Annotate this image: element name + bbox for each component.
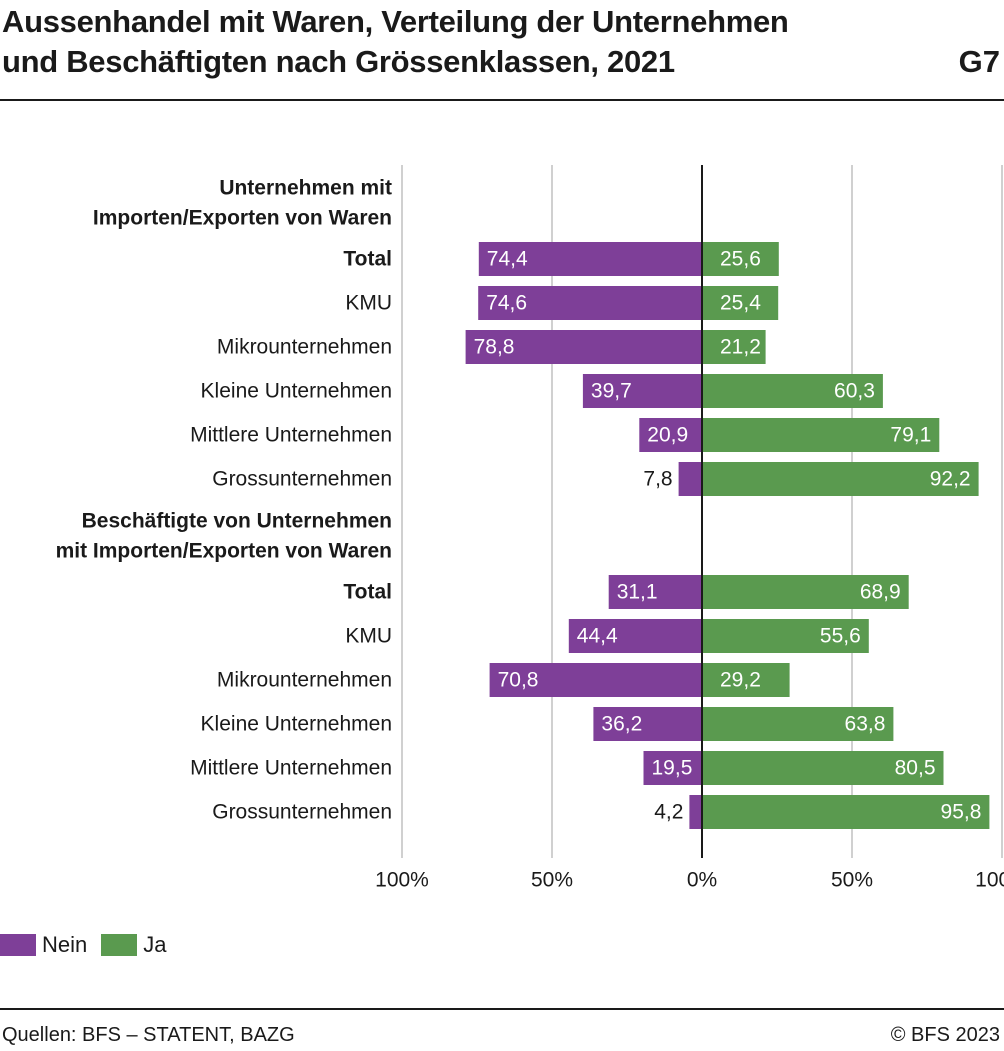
data-label-nein: 78,8 xyxy=(474,336,515,359)
data-label-nein: 44,4 xyxy=(577,625,618,648)
x-tick-label: 50% xyxy=(531,869,573,892)
bar-nein xyxy=(689,795,702,829)
data-label-ja: 68,9 xyxy=(860,581,901,604)
legend: Nein Ja xyxy=(0,930,181,960)
category-label: Mikrounternehmen xyxy=(217,336,392,359)
bar-ja xyxy=(702,663,790,697)
data-label-ja: 63,8 xyxy=(845,713,886,736)
category-label: Mittlere Unternehmen xyxy=(190,424,392,447)
category-label: Total xyxy=(343,581,392,604)
bar-nein xyxy=(568,619,702,653)
x-tick-label: 0% xyxy=(687,869,717,892)
category-label: Kleine Unternehmen xyxy=(201,713,392,736)
data-label-nein: 20,9 xyxy=(647,424,688,447)
data-label-nein: 36,2 xyxy=(601,713,642,736)
data-label-nein: 19,5 xyxy=(652,757,693,780)
data-label-ja: 25,4 xyxy=(720,292,761,315)
category-label: Total xyxy=(343,248,392,271)
title-line-1: Aussenhandel mit Waren, Verteilung der U… xyxy=(2,4,789,39)
data-label-ja: 95,8 xyxy=(941,801,982,824)
data-label-nein: 4,2 xyxy=(654,801,683,824)
bar-nein xyxy=(593,707,702,741)
bar-nein xyxy=(582,374,702,408)
bar-nein xyxy=(643,751,702,785)
bar-ja xyxy=(702,330,766,364)
legend-item-nein: Nein xyxy=(0,932,87,958)
bar-nein xyxy=(608,575,702,609)
bar-ja xyxy=(702,418,940,452)
data-label-ja: 29,2 xyxy=(720,669,761,692)
category-label: Mikrounternehmen xyxy=(217,669,392,692)
footer-rule xyxy=(0,1008,1004,1010)
category-label: Kleine Unternehmen xyxy=(201,380,392,403)
chart-title: Aussenhandel mit Waren, Verteilung der U… xyxy=(2,2,902,82)
bar-nein xyxy=(465,330,702,364)
group-heading: Unternehmen mit xyxy=(219,177,392,200)
data-label-ja: 25,6 xyxy=(720,248,761,271)
legend-label-nein: Nein xyxy=(42,932,88,957)
data-label-ja: 21,2 xyxy=(720,336,761,359)
legend-label-ja: Ja xyxy=(143,932,167,957)
category-label: Grossunternehmen xyxy=(212,468,392,491)
copyright: © BFS 2023 xyxy=(890,1024,1000,1046)
data-label-nein: 74,4 xyxy=(487,248,528,271)
data-label-ja: 60,3 xyxy=(834,380,875,403)
bar-ja xyxy=(702,575,909,609)
category-label: KMU xyxy=(345,625,392,648)
source-note: Quellen: BFS – STATENT, BAZG xyxy=(2,1024,295,1046)
bar-ja xyxy=(702,795,990,829)
legend-item-ja: Ja xyxy=(101,932,167,958)
bar-ja xyxy=(702,286,779,320)
group-heading: Importen/Exporten von Waren xyxy=(93,207,392,230)
bar-nein xyxy=(639,418,702,452)
data-label-ja: 79,1 xyxy=(890,424,931,447)
legend-swatch-ja xyxy=(101,934,138,956)
bar-nein xyxy=(478,242,702,276)
legend-swatch-nein xyxy=(0,934,36,956)
bar-ja xyxy=(702,751,944,785)
data-label-ja: 55,6 xyxy=(820,625,861,648)
category-label: KMU xyxy=(345,292,392,315)
group-heading: mit Importen/Exporten von Waren xyxy=(56,540,392,563)
title-line-2: und Beschäftigten nach Grössenklassen, 2… xyxy=(2,44,675,79)
data-label-nein: 39,7 xyxy=(591,380,632,403)
data-label-nein: 70,8 xyxy=(498,669,539,692)
category-label: Grossunternehmen xyxy=(212,801,392,824)
data-label-nein: 7,8 xyxy=(643,468,672,491)
data-label-ja: 92,2 xyxy=(930,468,971,491)
bar-nein xyxy=(678,462,702,496)
data-label-nein: 31,1 xyxy=(617,581,658,604)
bar-ja xyxy=(702,462,979,496)
bar-ja xyxy=(702,374,883,408)
figure-id: G7 xyxy=(958,44,1000,79)
group-heading: Beschäftigte von Unternehmen xyxy=(82,510,392,533)
bar-nein xyxy=(478,286,702,320)
bar-ja xyxy=(702,707,894,741)
x-tick-label: 100% xyxy=(375,869,429,892)
bar-ja xyxy=(702,619,869,653)
x-tick-label: 50% xyxy=(831,869,873,892)
header-rule xyxy=(0,99,1004,101)
diverging-bar-chart: Unternehmen mit Importen/Exporten von War… xyxy=(56,165,1004,892)
category-label: Mittlere Unternehmen xyxy=(190,757,392,780)
bar-ja xyxy=(702,242,779,276)
data-label-nein: 74,6 xyxy=(486,292,527,315)
x-tick-label: 100% xyxy=(975,869,1004,892)
bar-nein xyxy=(489,663,702,697)
data-label-ja: 80,5 xyxy=(895,757,936,780)
